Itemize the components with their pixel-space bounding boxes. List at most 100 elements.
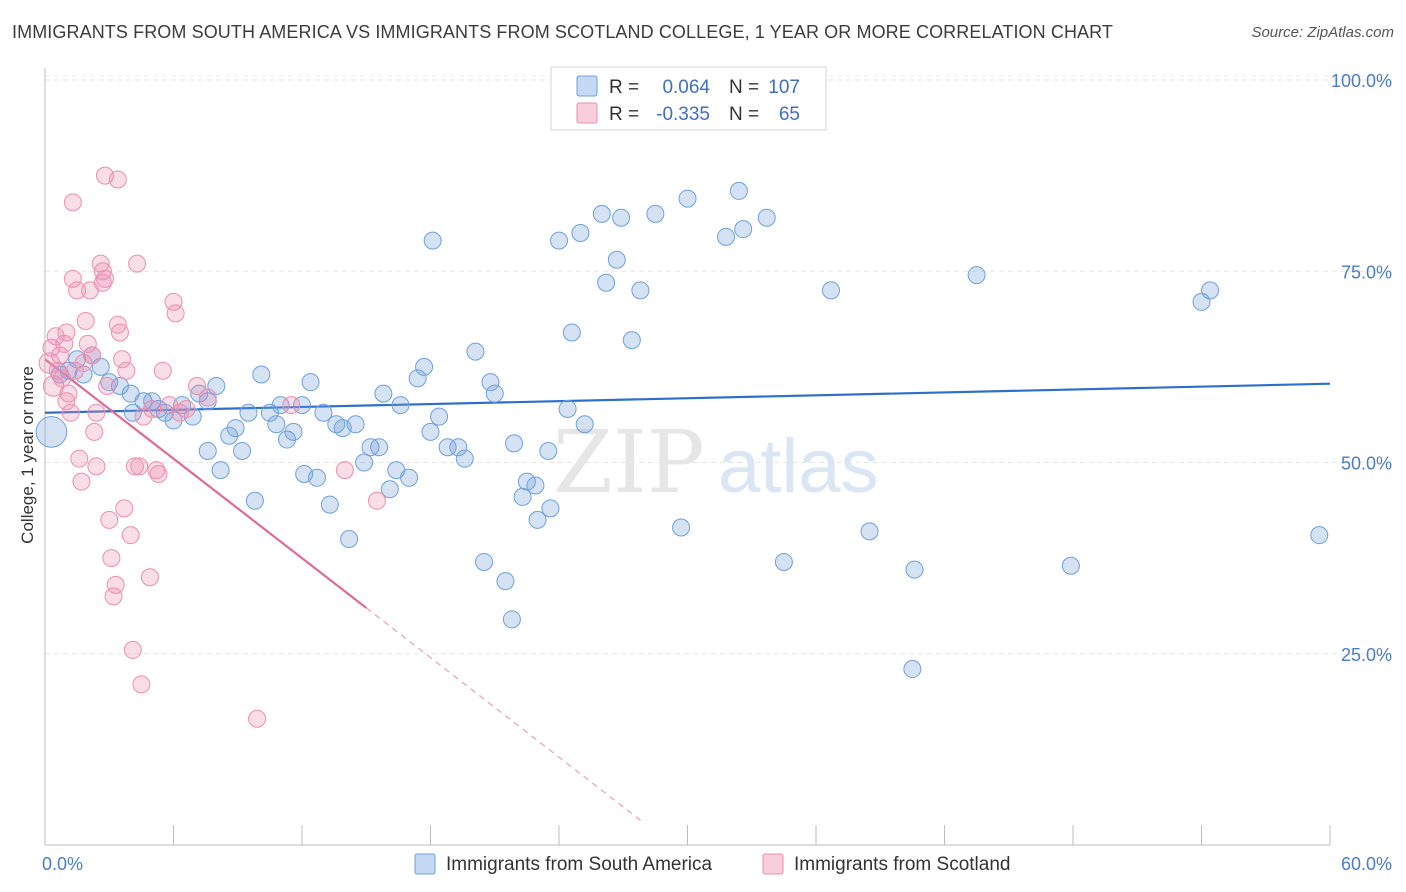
scotland-point-32 <box>104 587 123 606</box>
south-america-point-42 <box>340 530 359 548</box>
scotland-point-33 <box>106 575 125 594</box>
scotland-trend-line <box>44 358 367 609</box>
south-america-point-34 <box>293 396 311 415</box>
scotland-trend-extension <box>365 607 646 825</box>
x-tick-labels: 0.0% 60.0% <box>42 854 1392 874</box>
south-america-point-59 <box>455 449 474 468</box>
bottom-legend-label-scotland: Immigrants from Scotland <box>794 854 1010 875</box>
scotland-point-40 <box>123 640 142 659</box>
south-america-point-39 <box>320 495 339 514</box>
south-america-point-78 <box>592 204 611 223</box>
watermark-atlas: atlas <box>718 424 879 509</box>
scotland-point-64 <box>130 457 149 476</box>
x-tick-label-max: 60.0% <box>1341 854 1392 874</box>
south-america-point-20 <box>198 442 217 461</box>
south-america-point-22 <box>211 461 230 480</box>
south-america-point-97 <box>1061 556 1080 575</box>
south-america-point-64 <box>496 572 515 591</box>
legend-r-label-1: R = <box>609 77 639 98</box>
south-america-point-81 <box>612 208 631 227</box>
scotland-point-12 <box>63 269 82 288</box>
south-america-point-8 <box>110 377 129 395</box>
south-america-point-27 <box>245 491 264 510</box>
south-america-point-70 <box>528 510 547 529</box>
y-tick-label-100: 100.0% <box>1331 71 1392 91</box>
scotland-point-18 <box>76 311 95 330</box>
south-america-point-30 <box>267 415 286 434</box>
scotland-point-52 <box>177 399 196 418</box>
scotland-point-63 <box>164 292 183 311</box>
scotland-point-36 <box>113 350 132 369</box>
south-america-point-12 <box>143 392 162 411</box>
legend-r-value-1: 0.064 <box>662 77 710 98</box>
south-america-point-32 <box>278 430 297 449</box>
south-america-point-23 <box>220 426 239 445</box>
x-tick-label-min: 0.0% <box>42 854 83 874</box>
south-america-point-99 <box>1201 281 1220 300</box>
south-america-point-76 <box>571 224 590 242</box>
south-america-point-82 <box>622 331 641 350</box>
chart-title: IMMIGRANTS FROM SOUTH AMERICA VS IMMIGRA… <box>12 22 1114 42</box>
y-tick-label-25: 25.0% <box>1341 645 1392 665</box>
scotland-point-31 <box>102 549 121 568</box>
scotland-point-23 <box>87 403 106 422</box>
south-america-point-92 <box>821 281 840 300</box>
south-america-point-100 <box>1310 526 1329 545</box>
trend-lines <box>44 358 1331 825</box>
scotland-point-42 <box>132 675 151 694</box>
south-america-point-85 <box>672 518 691 537</box>
south-america-point-66 <box>505 434 524 453</box>
scotland-point-39 <box>121 526 140 545</box>
bottom-legend: Immigrants from South America Immigrants… <box>414 853 1010 875</box>
south-america-point-79 <box>597 273 616 292</box>
scotland-point-59 <box>63 193 82 212</box>
scotland-point-35 <box>110 323 129 342</box>
south-america-point-84 <box>646 204 665 223</box>
south-america-point-94 <box>903 660 922 679</box>
south-america-point-33 <box>284 422 303 441</box>
south-america-point-48 <box>380 480 399 499</box>
scotland-point-34 <box>108 315 127 334</box>
south-america-point-73 <box>550 231 568 250</box>
scotland-point-55 <box>248 709 267 728</box>
south-america-point-31 <box>271 396 290 415</box>
scotland-point-48 <box>153 361 172 380</box>
south-america-point-19 <box>198 392 217 411</box>
y-axis-label: College, 1 year or more <box>18 366 37 544</box>
south-america-trend-line <box>44 382 1331 414</box>
scotland-point-45 <box>143 399 162 418</box>
scotland-point-11 <box>61 403 80 422</box>
scotland-point-62 <box>128 254 147 273</box>
south-america-point-93 <box>860 522 879 541</box>
scotland-point-54 <box>198 388 217 407</box>
south-america-point-89 <box>734 220 753 239</box>
south-america-point-69 <box>526 476 545 495</box>
legend-r-value-2: -0.335 <box>656 104 710 125</box>
scotland-point-41 <box>125 457 144 476</box>
watermark-zip: ZIP <box>553 413 705 513</box>
scotland-point-24 <box>87 457 106 476</box>
south-america-point-54 <box>421 422 440 441</box>
axes <box>44 68 1331 846</box>
south-america-point-91 <box>774 552 793 571</box>
gridlines <box>45 75 1395 655</box>
south-america-point-58 <box>449 438 468 457</box>
south-america-point-38 <box>314 403 333 422</box>
south-america-point-50 <box>391 396 410 415</box>
south-america-point-86 <box>678 189 697 208</box>
scotland-point-21 <box>83 346 102 365</box>
south-america-point-74 <box>558 399 577 418</box>
scotland-point-50 <box>166 304 185 323</box>
south-america-point-29 <box>260 403 279 422</box>
south-america-point-60 <box>466 342 485 361</box>
south-america-point-0 <box>35 416 68 448</box>
scotland-point-28 <box>95 269 114 288</box>
south-america-point-80 <box>607 250 626 269</box>
scotland-point-15 <box>70 449 89 468</box>
south-america-point-10 <box>123 403 142 422</box>
south-america-point-77 <box>575 415 594 434</box>
south-america-point-62 <box>481 373 500 392</box>
scotland-point-29 <box>98 377 117 395</box>
legend-n-value-1: 107 <box>768 77 800 98</box>
